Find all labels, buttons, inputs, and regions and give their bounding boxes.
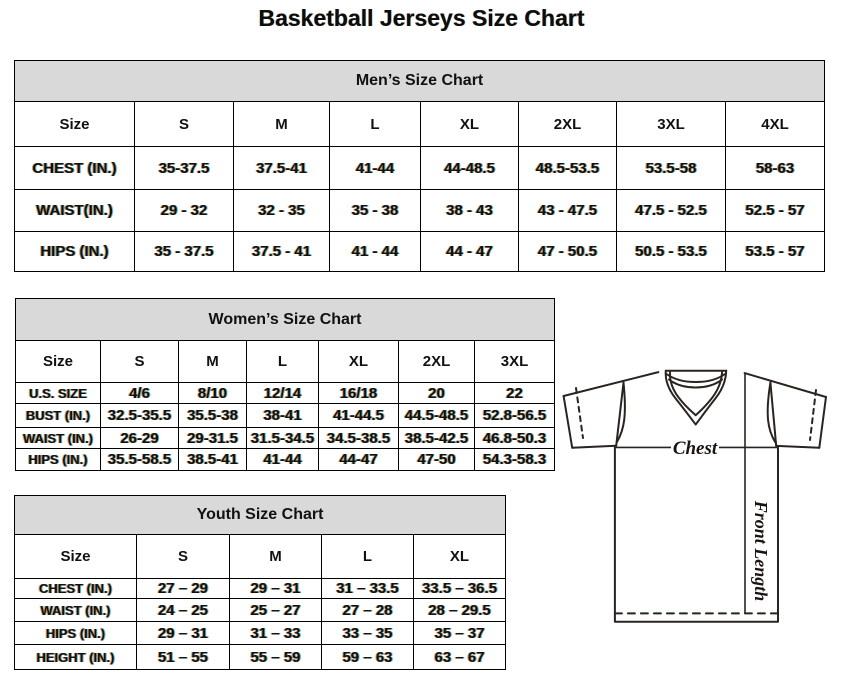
svg-text:Chest: Chest [673,438,718,459]
svg-text:Front Length: Front Length [751,500,771,602]
